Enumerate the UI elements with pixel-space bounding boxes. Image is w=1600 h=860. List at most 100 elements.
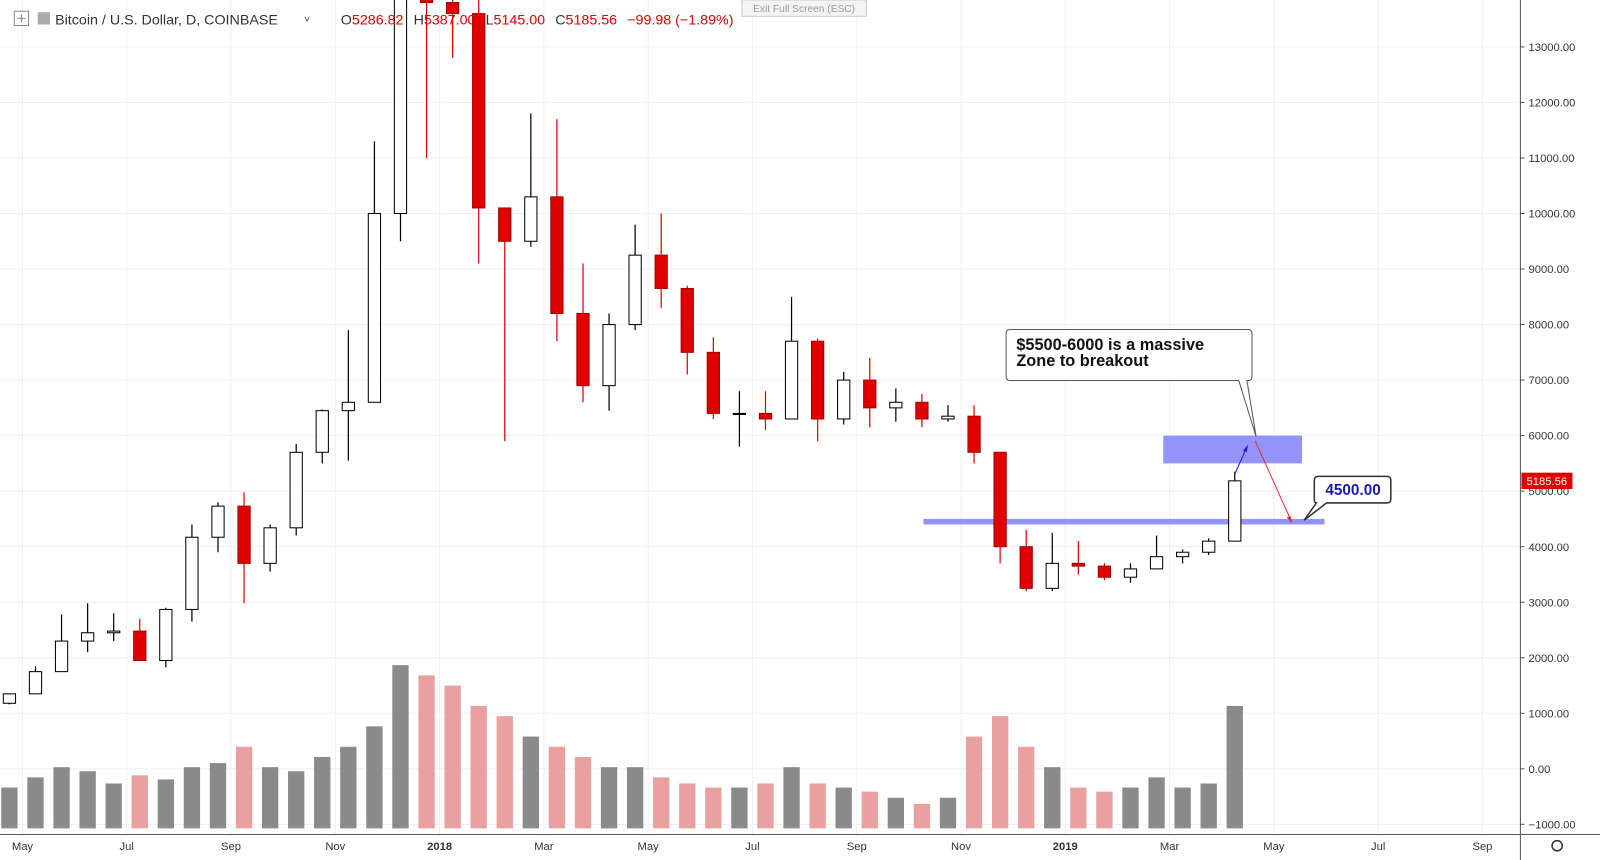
candle-body [133,630,147,662]
x-tick-label: May [638,841,660,853]
y-tick-label: −1000.00 [1529,819,1576,831]
candle-body [498,207,512,242]
candle-body [967,415,981,453]
volume-bar [392,665,409,829]
volume-bar [157,779,175,829]
y-tick-label: 13000.00 [1529,42,1576,54]
candle-body [54,640,69,673]
candle-body [1175,551,1190,558]
y-tick-label: 0.00 [1529,764,1551,776]
ohlc-value: 5286.82 [352,12,404,28]
y-tick-label: 5000.00 [1529,486,1570,498]
volume-bar [1018,746,1035,829]
candle-body [628,254,642,326]
volume-bar [183,767,201,829]
volume-bar [235,746,253,829]
candle-body [315,410,329,453]
volume-bar [653,777,670,829]
volume-bar [1044,767,1061,829]
candle-body [576,312,590,387]
y-tick-label: 6000.00 [1529,431,1570,443]
x-tick-label: 2019 [1053,841,1078,853]
x-tick-label: Mar [1160,841,1180,853]
x-tick-label: Jul [120,841,134,853]
ohlc-value: 5185.56 [566,12,618,28]
volume-bar [861,791,878,829]
candle-body [654,254,668,289]
x-tick-label: 2018 [427,841,452,853]
y-tick-label: 4000.00 [1529,542,1570,554]
ohlc-key: C [555,12,565,28]
volume-bar [105,783,122,829]
volume-bar [913,803,931,829]
volume-bar [600,767,618,829]
candle-body [524,196,538,242]
arrow-head [1242,444,1248,452]
volume-bar [1070,787,1087,829]
volume-bar [783,767,800,829]
candle-body [472,13,486,209]
callout-text: $5500-6000 is a massive [1016,336,1204,354]
callout-text: Zone to breakout [1016,352,1149,370]
settings-icon[interactable] [1551,839,1564,852]
volume-bar [835,787,852,829]
compare-icon[interactable] [37,12,50,25]
volume-bar [209,763,227,829]
y-tick-label: 10000.00 [1529,209,1576,221]
volume-bar [1,787,18,829]
volume-bar [288,771,305,829]
volume-bar [340,746,357,829]
add-icon[interactable] [13,10,30,27]
volume-bar [1200,783,1217,829]
y-tick-label: 2000.00 [1529,653,1570,665]
volume-bar [261,767,279,829]
candle-body [367,213,382,403]
candle-body [1123,568,1138,578]
x-tick-label: Sep [221,841,241,853]
x-tick-label: Nov [325,841,345,853]
y-tick-label: 12000.00 [1529,98,1576,110]
volume-bar [887,797,905,829]
candle-body [341,401,355,412]
symbol-menu[interactable]: ˅ [304,14,310,25]
volume-bar [131,775,148,829]
y-tick-label: 8000.00 [1529,320,1570,332]
symbol[interactable]: Bitcoin / U.S. Dollar, D, COINBASE [55,12,278,28]
volume-bar [705,787,722,829]
candle-body [28,671,43,695]
candle-body [211,505,225,538]
zone [1163,435,1303,464]
x-tick-label: May [1263,841,1285,853]
volume-bar [1226,705,1243,829]
volume-bar [757,783,774,829]
volume-bar [939,797,957,829]
arrow-head [1286,516,1292,524]
callout-box [1005,329,1257,437]
y-tick-label: 3000.00 [1529,597,1570,609]
ohlc-key: L [486,12,494,28]
volume-bar [522,736,540,829]
tooltip-box [741,0,867,17]
candle-body [393,0,408,215]
candle-body [80,632,95,642]
candle-body [2,693,17,704]
candle-body [706,351,720,414]
y-tick-label: 1000.00 [1529,708,1570,720]
tooltip: Exit Full Screen (ESC) [753,4,855,15]
volume-bar [366,726,383,829]
volume-bar [1174,787,1191,829]
candle-body [993,451,1007,548]
candle-body [680,287,694,353]
ohlc-value: 5145.00 [494,12,546,28]
volume-bar [965,736,983,829]
y-tick-label: 7000.00 [1529,375,1570,387]
last-price-box [1521,472,1573,490]
candle-body [941,415,955,420]
candle-body [1149,556,1164,570]
x-tick-label: Jul [1371,841,1385,853]
volume-bar [496,716,513,829]
volume-bar [470,705,487,829]
